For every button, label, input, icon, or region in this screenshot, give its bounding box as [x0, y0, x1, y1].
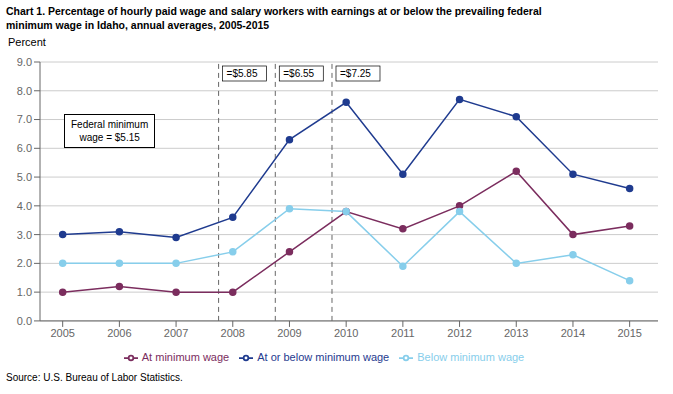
svg-text:2012: 2012: [447, 327, 471, 339]
html-text:minimum wage in Idaho, annual: minimum wage in Idaho, annual averages, …: [6, 19, 270, 31]
svg-text:=$5.85: =$5.85: [227, 68, 258, 79]
svg-text:=$7.25: =$7.25: [340, 68, 371, 79]
svg-text:5.0: 5.0: [17, 171, 32, 183]
html-text:At minimum wage: At minimum wage: [141, 350, 230, 363]
svg-text:7.0: 7.0: [17, 113, 32, 125]
svg-text:2.0: 2.0: [17, 257, 32, 269]
svg-text:2015: 2015: [617, 327, 641, 339]
svg-text:2009: 2009: [277, 327, 301, 339]
svg-text:=$6.55: =$6.55: [283, 68, 314, 79]
svg-text:8.0: 8.0: [17, 85, 32, 97]
svg-text:6.0: 6.0: [17, 142, 32, 154]
html-text:At or below minimum wage: At or below minimum wage: [257, 350, 390, 363]
svg-text:1.0: 1.0: [17, 286, 32, 298]
html-text:Percent: Percent: [8, 36, 46, 48]
svg-text:2007: 2007: [164, 327, 188, 339]
html-text:Source: U.S. Bureau of Labor S: Source: U.S. Bureau of Labor Statistics.: [6, 372, 183, 383]
html-text:Below minimum wage: Below minimum wage: [417, 350, 525, 363]
html-text:Federal minimum wage = $5.15: Federal minimum wage = $5.15: [71, 119, 149, 143]
svg-text:4.0: 4.0: [17, 200, 32, 212]
svg-text:2010: 2010: [334, 327, 358, 339]
svg-text:2014: 2014: [561, 327, 585, 339]
svg-text:2013: 2013: [504, 327, 528, 339]
svg-text:3.0: 3.0: [17, 229, 32, 241]
html-text:Chart 1. Percentage of hourly: Chart 1. Percentage of hourly paid wage …: [6, 5, 542, 17]
svg-text:2006: 2006: [107, 327, 131, 339]
svg-text:9.0: 9.0: [17, 56, 32, 68]
svg-text:2011: 2011: [391, 327, 415, 339]
svg-text:2005: 2005: [50, 327, 74, 339]
svg-text:2008: 2008: [221, 327, 245, 339]
svg-text:0.0: 0.0: [17, 315, 32, 327]
